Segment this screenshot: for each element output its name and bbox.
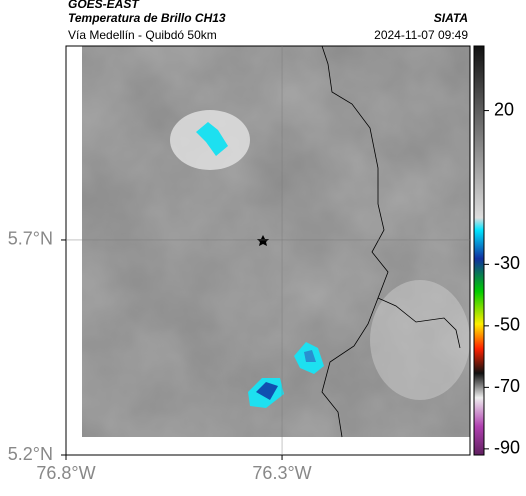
y-tick-label: 5.7°N (8, 229, 53, 249)
map-frame (65, 45, 471, 456)
route: Vía Medellín - Quibdó 50km (68, 28, 217, 42)
x-tick-label: 76.3°W (252, 463, 311, 483)
colorbar-tick-label: -90 (494, 438, 520, 458)
colorbar-tick-label: 20 (494, 99, 514, 119)
source: SIATA (434, 11, 468, 25)
satellite: GOES-EAST (68, 0, 140, 11)
y-tick-label: 5.2°N (8, 444, 53, 464)
colorbar (473, 45, 485, 456)
product: Temperatura de Brillo CH13 (68, 11, 226, 25)
x-tick-label: 76.8°W (36, 463, 95, 483)
colorbar-tick-label: -30 (494, 253, 520, 273)
imagery (82, 45, 470, 438)
colorbar-tick-label: -70 (494, 376, 520, 396)
colorbar-tick-label: -50 (494, 315, 520, 335)
datetime: 2024-11-07 09:49 (374, 28, 468, 42)
